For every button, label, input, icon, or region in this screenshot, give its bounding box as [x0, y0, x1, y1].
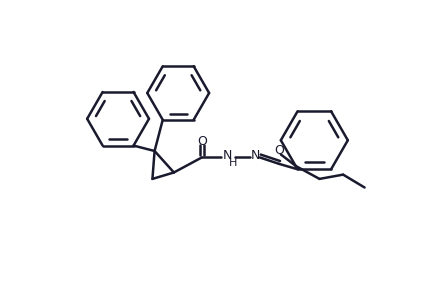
Text: O: O	[197, 135, 207, 148]
Text: H: H	[229, 158, 237, 168]
Text: N: N	[223, 149, 232, 162]
Text: N: N	[251, 149, 260, 162]
Text: O: O	[275, 144, 285, 157]
